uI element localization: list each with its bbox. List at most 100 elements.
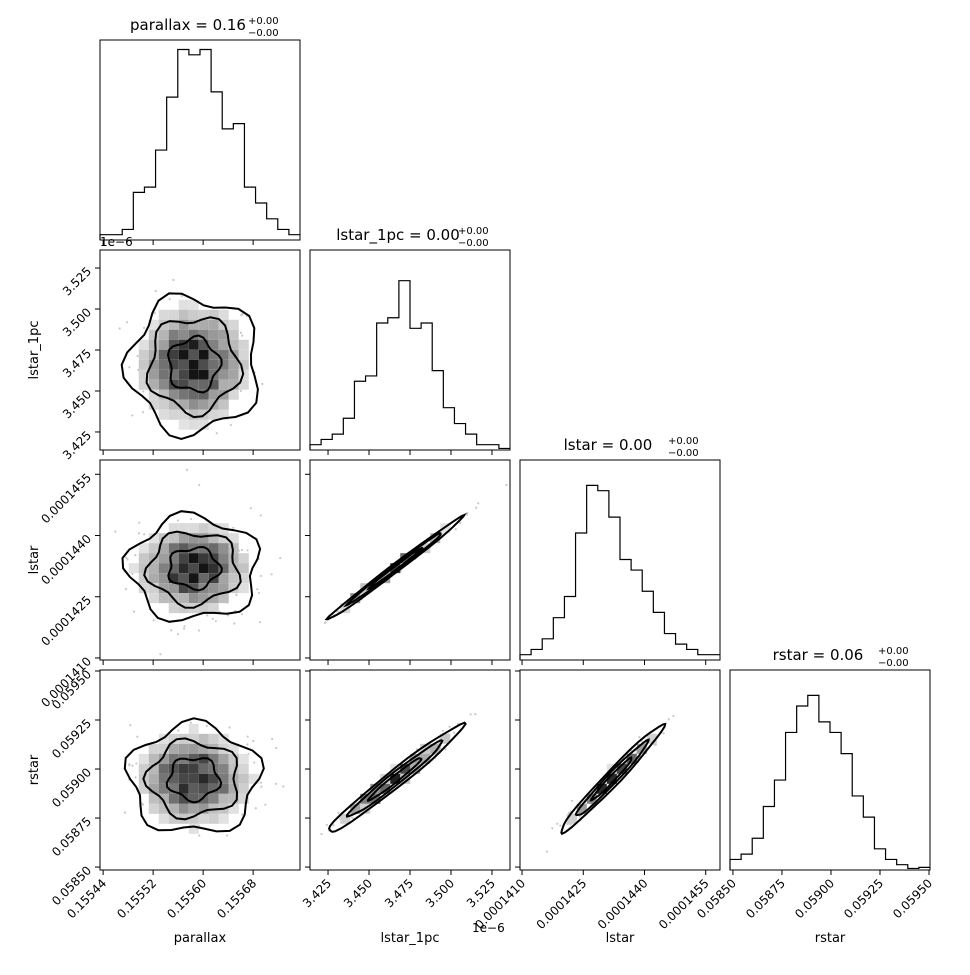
density-cell (238, 793, 249, 804)
sample-point (226, 614, 230, 617)
density-cell (148, 533, 159, 544)
density-cell (138, 563, 149, 574)
sample-point (177, 729, 180, 732)
sample-point (198, 484, 201, 487)
density-cell (208, 339, 219, 350)
sample-point (131, 764, 134, 767)
density-cell (148, 399, 159, 410)
density-cell (148, 359, 159, 370)
density-cell (188, 553, 199, 564)
density-cell (148, 793, 159, 804)
density-cell (138, 753, 149, 764)
title-upper-err: +0.00 (248, 16, 279, 27)
density-cell (218, 783, 229, 794)
density-cell (238, 553, 249, 564)
sample-point (256, 588, 259, 591)
contour-level-1 (165, 757, 223, 804)
density-cell (188, 773, 199, 784)
sample-point (452, 731, 456, 734)
density-cell (218, 369, 229, 380)
density-cell (188, 409, 199, 420)
y-tick-label-lstar: 0.0001455 (38, 471, 94, 527)
y-tick-label-rstar: 0.05900 (49, 765, 94, 810)
density-cell (208, 329, 219, 340)
panel-frame (519, 459, 721, 661)
density-cell (198, 793, 209, 804)
sample-point (241, 313, 244, 316)
density-cell (208, 389, 219, 400)
title-upper-err: +0.00 (458, 226, 489, 237)
density-cell (178, 409, 189, 420)
density-cell (138, 379, 149, 390)
density-cell (168, 793, 179, 804)
contour-level-3 (121, 510, 262, 623)
scatter-panel-rstar-vs-parallax (99, 669, 301, 871)
density-cell (218, 793, 229, 804)
density-cell (178, 419, 189, 430)
density-cell (178, 543, 189, 554)
sample-point (667, 718, 670, 721)
density-cell (158, 773, 169, 784)
sample-point (239, 331, 243, 334)
density-cell (148, 329, 159, 340)
sample-point (258, 621, 261, 624)
sample-point (206, 614, 209, 617)
panel-frame (99, 459, 301, 661)
density-cell (148, 573, 159, 584)
density-cell (390, 773, 401, 784)
density-cell (168, 359, 179, 370)
sample-point (559, 824, 562, 827)
y-axis-label-lstar: lstar (27, 545, 42, 574)
sample-point (249, 507, 252, 510)
sample-point (654, 743, 657, 746)
density-cell (168, 523, 179, 534)
y-tick-label-lstar_1pc: 3.500 (60, 305, 94, 339)
sample-point (260, 785, 263, 788)
sample-point (229, 423, 232, 427)
sample-point (469, 713, 472, 716)
density-cell (370, 793, 381, 804)
sample-point (183, 453, 185, 455)
density-cell (646, 733, 657, 744)
sample-point (474, 713, 477, 716)
density-cell (198, 339, 209, 350)
density-cell (208, 753, 219, 764)
density-cell (208, 583, 219, 594)
sample-point (154, 289, 157, 293)
density-cell (218, 329, 229, 340)
sample-point (138, 521, 141, 524)
density-cell (228, 319, 239, 330)
sample-point (271, 737, 274, 741)
scatter-panel-rstar-vs-lstar (519, 669, 721, 871)
sample-point (253, 761, 256, 764)
contour-level-3 (560, 722, 667, 836)
density-cell (148, 369, 159, 380)
scatter-panel-rstar-vs-lstar_1pc (309, 669, 511, 871)
density-cell (188, 339, 199, 350)
density-cell (218, 379, 229, 390)
density-cell (238, 573, 249, 584)
title-lower-err: −0.00 (878, 658, 909, 669)
x-axis-label-lstar: lstar (606, 931, 635, 946)
density-cell (198, 399, 209, 410)
density-cell (168, 543, 179, 554)
title-upper-err: +0.00 (878, 646, 909, 657)
sample-point (475, 506, 478, 509)
sample-point (477, 502, 480, 505)
density-cell (208, 793, 219, 804)
sample-point (337, 811, 340, 814)
sample-point (282, 785, 285, 788)
density-cell (198, 319, 209, 330)
density-cell (178, 319, 189, 330)
density-cell (158, 743, 169, 754)
sample-point (246, 549, 249, 552)
density-cell (208, 409, 219, 420)
sample-point (325, 823, 328, 826)
sample-point (152, 619, 155, 622)
density-cell (178, 533, 189, 544)
density-cell (188, 583, 199, 594)
density-cell (218, 543, 229, 554)
sample-point (441, 729, 444, 732)
contour-level-2 (142, 737, 239, 821)
density-cell (218, 409, 229, 420)
